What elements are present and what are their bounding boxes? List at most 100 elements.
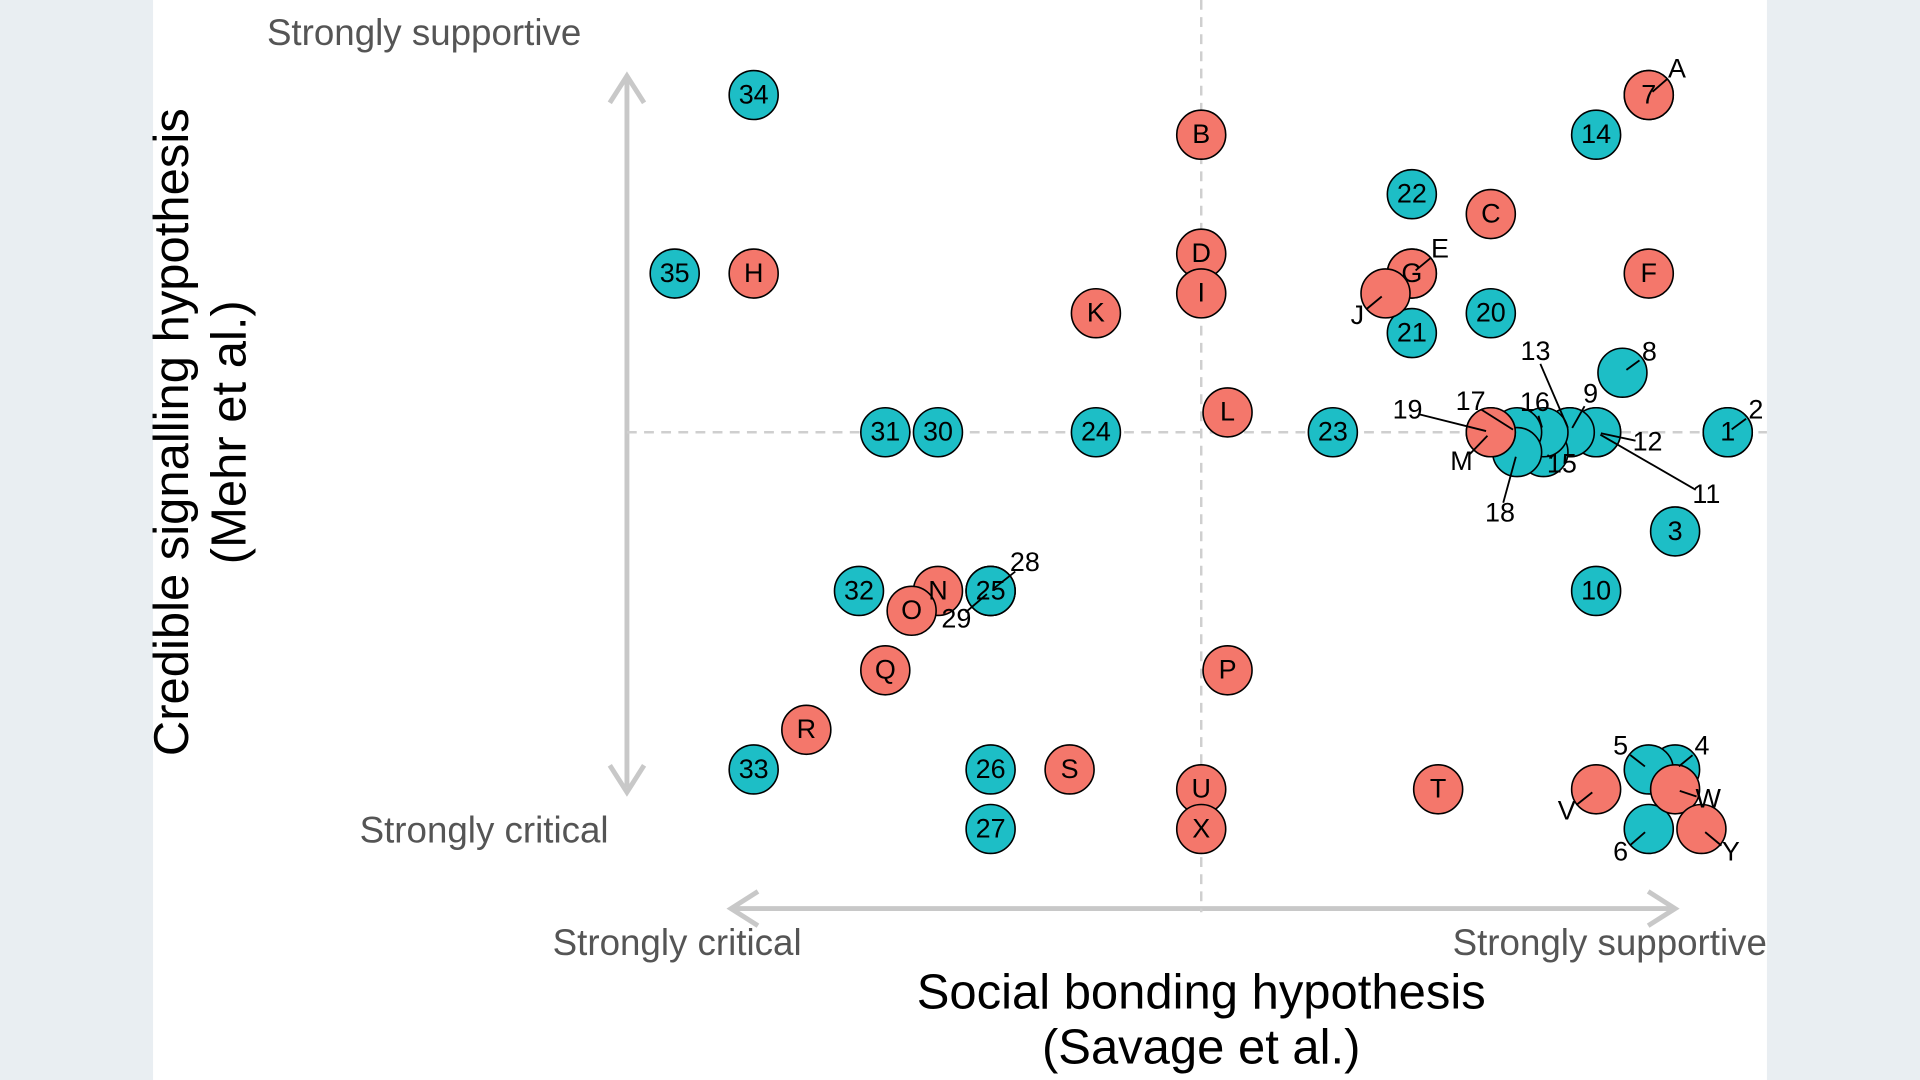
point-label: 31 [870, 417, 900, 447]
point [833, 565, 885, 617]
point [965, 565, 1016, 617]
x-axis-title: (Savage et al.) [1042, 1021, 1360, 1075]
leader-line [1502, 456, 1517, 503]
point-label: N [928, 575, 947, 605]
point-label: 33 [739, 754, 769, 784]
point-label: W [1695, 783, 1721, 813]
point [1175, 803, 1227, 855]
point [1044, 744, 1095, 795]
point [1070, 287, 1122, 339]
point-label: 14 [1581, 119, 1611, 149]
point-label: 21 [1397, 317, 1427, 347]
point [1360, 268, 1411, 319]
point [1386, 307, 1438, 359]
leader-line [1629, 831, 1646, 847]
point [1570, 109, 1622, 160]
point-label: J [1351, 300, 1364, 330]
point-label: 34 [739, 79, 769, 109]
leader-line [1571, 405, 1586, 429]
leader-line [1731, 417, 1747, 431]
point-label: T [1430, 774, 1446, 804]
point-label: R [797, 714, 816, 744]
point [1175, 268, 1227, 319]
y-high-label: Strongly supportive [267, 12, 581, 53]
point-label: I [1197, 278, 1204, 308]
point [965, 803, 1016, 855]
leader-line [1629, 754, 1646, 768]
point-label: V [1558, 796, 1576, 826]
point-label: 28 [1010, 547, 1040, 577]
point-label: 26 [976, 754, 1006, 784]
point-label: B [1192, 119, 1210, 149]
point-label: 2 [1748, 395, 1763, 425]
leader-line [1539, 363, 1569, 429]
point-label: 35 [660, 258, 690, 288]
point-label: U [1191, 774, 1210, 804]
leader-line [1546, 454, 1553, 460]
point-label: M [1450, 446, 1472, 476]
point [1702, 406, 1754, 458]
point [1623, 69, 1675, 121]
point [860, 406, 911, 458]
point-label: Y [1722, 837, 1740, 867]
point-label: X [1192, 813, 1210, 843]
x-high-label: Strongly supportive [1453, 922, 1767, 963]
point [1676, 803, 1727, 855]
leader-line [1704, 831, 1722, 847]
point [1623, 248, 1675, 299]
leader-line [1469, 435, 1489, 455]
x-arrowhead [1646, 889, 1680, 928]
point [912, 406, 964, 458]
point-label: F [1641, 258, 1657, 288]
point-label: Q [875, 655, 896, 685]
point-label: 15 [1547, 449, 1577, 479]
point-label: 5 [1613, 731, 1628, 761]
point [1623, 803, 1675, 855]
point [1465, 188, 1517, 240]
point [728, 248, 779, 299]
point-label: 8 [1642, 336, 1657, 366]
x-axis-title: Social bonding hypothesis [917, 965, 1486, 1019]
point-label: 16 [1520, 387, 1550, 417]
point [860, 645, 911, 696]
leader-line [993, 570, 1016, 589]
point [1649, 764, 1701, 815]
leader-line [1575, 791, 1593, 806]
plot-background [153, 0, 1767, 1080]
point-label: 23 [1318, 417, 1348, 447]
point-label: 19 [1393, 395, 1423, 425]
point-label: 7 [1641, 79, 1656, 109]
y-arrowhead [607, 763, 647, 797]
y-arrowhead [607, 71, 647, 105]
point-label: 27 [976, 813, 1006, 843]
point-label: A [1668, 54, 1686, 84]
point-label: L [1220, 397, 1235, 427]
x-arrowhead [726, 889, 760, 928]
point-label: 17 [1456, 386, 1486, 416]
point-label: 1 [1720, 417, 1735, 447]
point [1570, 565, 1622, 617]
point-label: H [744, 258, 763, 288]
points [649, 69, 1754, 855]
point-label: C [1481, 198, 1500, 228]
x-low-label: Strongly critical [553, 922, 802, 963]
point [1202, 387, 1253, 438]
leader-line [1625, 359, 1641, 371]
point-label: G [1401, 258, 1422, 288]
point [965, 744, 1016, 795]
leader-line [1419, 413, 1487, 432]
point-label: 9 [1583, 379, 1598, 409]
point [1597, 347, 1648, 399]
leader-line [1651, 77, 1669, 93]
leader-line [1600, 432, 1636, 442]
leader-line [1679, 789, 1697, 798]
y-axis-title: (Mehr et al.) [203, 300, 257, 564]
point [1307, 406, 1359, 458]
point [886, 585, 937, 637]
point [1202, 645, 1253, 696]
leader-line [1537, 415, 1543, 428]
leader-line [1415, 257, 1432, 272]
leader-line [1480, 408, 1514, 431]
